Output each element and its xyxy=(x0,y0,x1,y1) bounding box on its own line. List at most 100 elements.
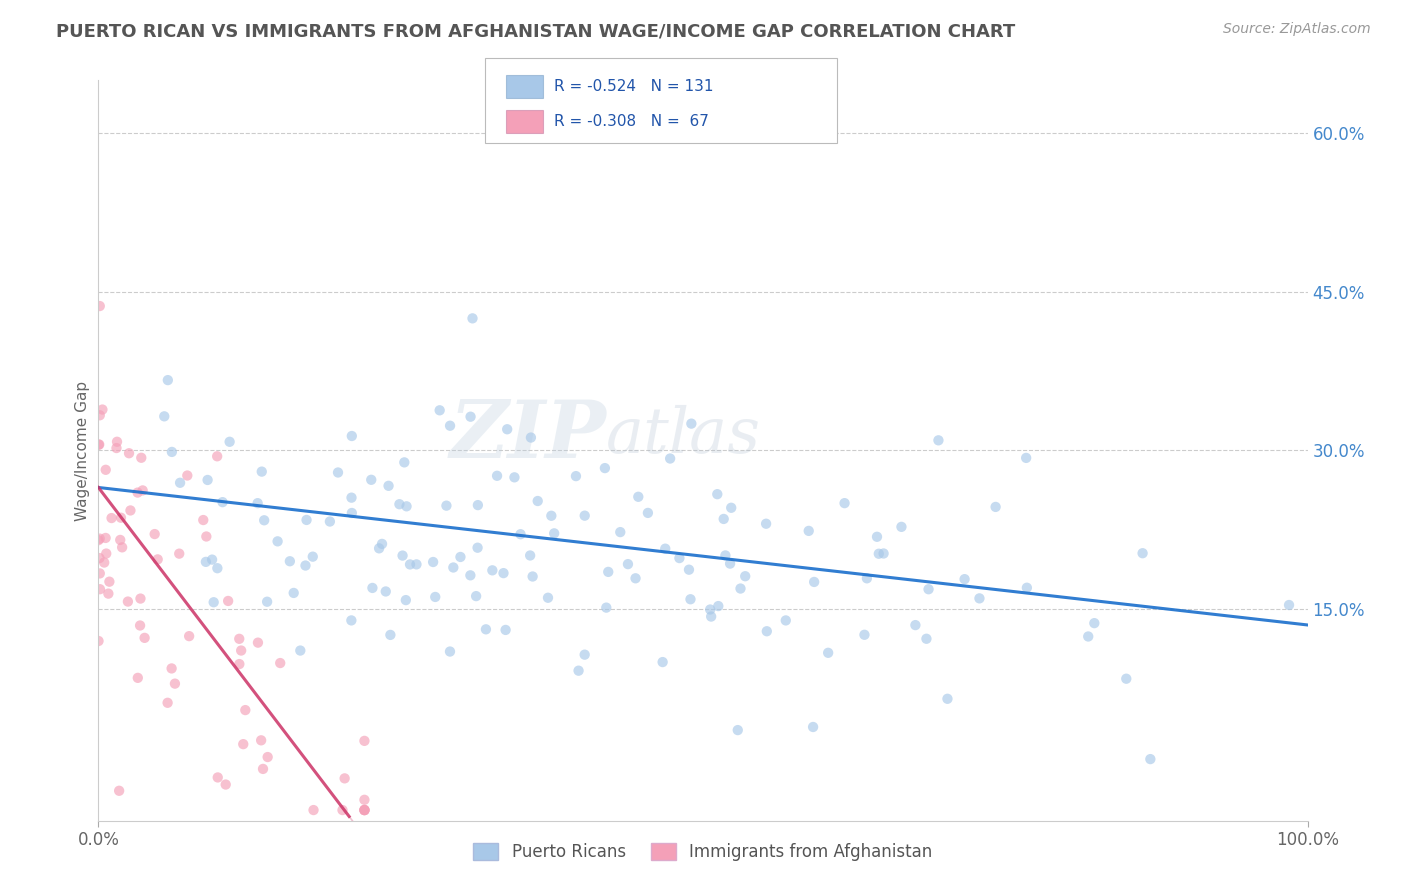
Point xyxy=(266,534,288,549)
Point xyxy=(627,490,650,504)
Point xyxy=(565,469,588,483)
Point xyxy=(574,648,596,662)
Point xyxy=(567,664,589,678)
Point xyxy=(160,661,183,675)
Point xyxy=(120,503,142,517)
Point xyxy=(340,506,363,520)
Point xyxy=(853,628,876,642)
Point xyxy=(194,555,217,569)
Point xyxy=(856,571,879,585)
Point xyxy=(699,602,721,616)
Point xyxy=(509,527,531,541)
Point xyxy=(91,402,114,417)
Point xyxy=(917,582,939,597)
Point xyxy=(395,593,418,607)
Point xyxy=(391,549,413,563)
Point xyxy=(94,531,117,545)
Point xyxy=(127,671,149,685)
Point xyxy=(496,422,519,436)
Point xyxy=(817,646,839,660)
Point xyxy=(707,599,730,613)
Point xyxy=(593,461,616,475)
Point xyxy=(218,434,240,449)
Point xyxy=(89,532,111,546)
Point xyxy=(353,803,375,817)
Point xyxy=(295,513,318,527)
Point xyxy=(89,582,111,597)
Point xyxy=(368,541,391,556)
Point xyxy=(475,623,498,637)
Point xyxy=(734,569,756,583)
Point xyxy=(156,373,179,387)
Point xyxy=(253,513,276,527)
Point xyxy=(207,771,229,785)
Point xyxy=(659,451,682,466)
Point xyxy=(232,737,254,751)
Point xyxy=(868,547,890,561)
Point xyxy=(127,485,149,500)
Point xyxy=(526,494,548,508)
Point xyxy=(1139,752,1161,766)
Point xyxy=(89,299,111,313)
Point xyxy=(250,465,273,479)
Point xyxy=(256,595,278,609)
Point xyxy=(1278,598,1301,612)
Point xyxy=(176,468,198,483)
Point xyxy=(167,547,190,561)
Point xyxy=(679,592,702,607)
Point xyxy=(302,803,325,817)
Point xyxy=(193,513,215,527)
Point xyxy=(129,618,152,632)
Point xyxy=(110,510,132,524)
Point xyxy=(371,537,394,551)
Point xyxy=(1077,630,1099,644)
Point xyxy=(890,520,912,534)
Point xyxy=(301,549,323,564)
Point xyxy=(714,549,737,563)
Text: atlas: atlas xyxy=(606,405,761,467)
Point xyxy=(353,734,375,748)
Point xyxy=(395,500,418,514)
Point xyxy=(233,703,256,717)
Point xyxy=(405,558,427,572)
Point xyxy=(250,733,273,747)
Point xyxy=(89,409,111,423)
Point xyxy=(520,431,543,445)
Point xyxy=(110,533,132,547)
Point xyxy=(394,455,416,469)
Point xyxy=(89,566,111,581)
Point xyxy=(637,506,659,520)
Point xyxy=(201,552,224,566)
Point xyxy=(872,547,894,561)
Point xyxy=(449,549,471,564)
Point xyxy=(246,635,269,649)
Point xyxy=(713,512,735,526)
Point xyxy=(984,500,1007,514)
Point xyxy=(927,434,949,448)
Point xyxy=(353,803,375,817)
Point xyxy=(340,614,363,628)
Point xyxy=(439,644,461,658)
Point xyxy=(87,533,110,548)
Point xyxy=(540,508,562,523)
Point xyxy=(326,466,349,480)
Point xyxy=(143,527,166,541)
Point xyxy=(654,541,676,556)
Point xyxy=(117,594,139,608)
Point xyxy=(803,574,825,589)
Point xyxy=(111,541,134,555)
Point xyxy=(93,556,115,570)
Point xyxy=(89,551,111,566)
Point xyxy=(319,515,342,529)
Point xyxy=(197,473,219,487)
Point xyxy=(105,441,128,455)
Point xyxy=(215,778,238,792)
Point xyxy=(228,632,250,646)
Point xyxy=(834,496,856,510)
Point xyxy=(904,618,927,632)
Point xyxy=(668,551,690,566)
Point xyxy=(340,491,363,505)
Point xyxy=(169,475,191,490)
Point xyxy=(574,508,596,523)
Point xyxy=(361,581,384,595)
